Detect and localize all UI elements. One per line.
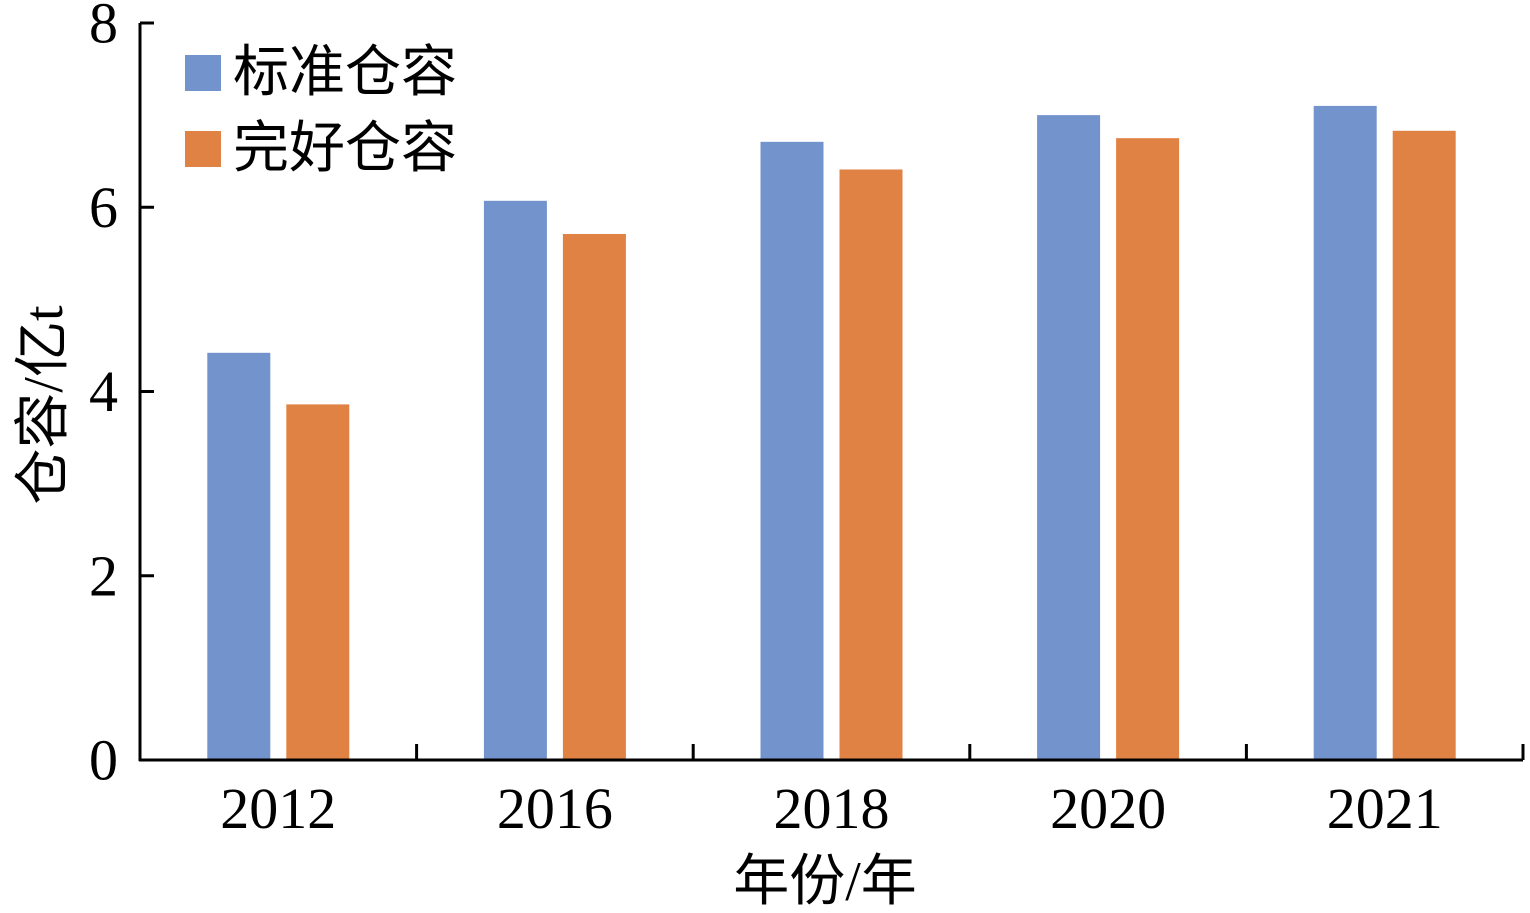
bar-2021-series-2	[1392, 130, 1456, 760]
x-tick-label-2021: 2021	[1327, 776, 1443, 841]
y-tick-label-2: 2	[89, 543, 118, 608]
bars-layer	[207, 105, 1456, 761]
x-tick-label-2012: 2012	[220, 776, 336, 841]
legend-label-1: 标准仓容	[233, 42, 457, 104]
legend-swatch-1	[185, 55, 221, 91]
bar-2020-series-1	[1037, 115, 1101, 760]
bar-2016-series-2	[562, 233, 626, 760]
bar-2012-series-2	[286, 404, 350, 760]
y-tick-label-8: 8	[89, 0, 118, 56]
x-tick-label-2016: 2016	[497, 776, 613, 841]
x-tick-label-2018: 2018	[774, 776, 890, 841]
bar-2018-series-1	[760, 141, 824, 760]
bar-2021-series-1	[1313, 105, 1377, 761]
y-tick-label-4: 4	[89, 359, 118, 424]
bar-2012-series-1	[207, 352, 271, 760]
ticks-layer: 0 2 4 6 8 2012 2016 2018 2020 2021	[89, 0, 1525, 841]
y-tick-label-0: 0	[89, 728, 118, 793]
y-axis-label: 仓容/亿t	[13, 305, 75, 505]
bar-2018-series-2	[839, 169, 903, 760]
legend-label-2: 完好仓容	[233, 118, 457, 180]
x-axis-label: 年份/年	[733, 851, 917, 913]
bar-2020-series-2	[1116, 138, 1180, 760]
x-tick-label-2020: 2020	[1050, 776, 1166, 841]
bar-2016-series-1	[483, 200, 547, 760]
y-tick-label-6: 6	[89, 175, 118, 240]
legend-swatch-2	[185, 131, 221, 167]
